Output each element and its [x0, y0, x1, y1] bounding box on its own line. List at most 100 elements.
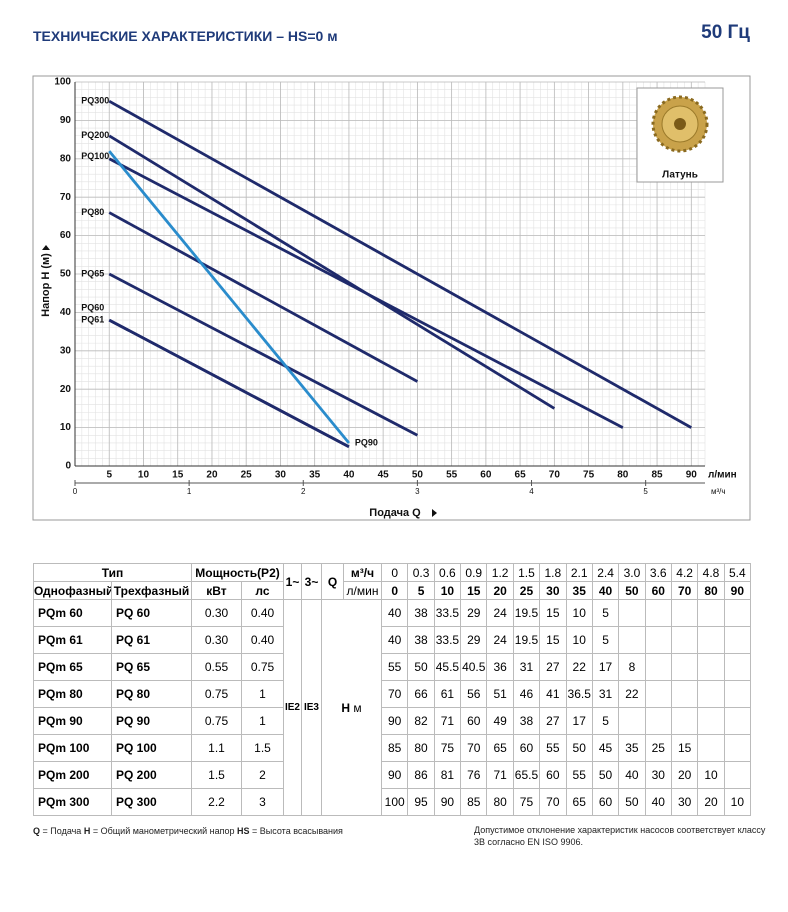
head-value: 15 — [670, 734, 699, 762]
head-value: 17 — [591, 653, 620, 681]
flow-m3h: 1.5 — [512, 563, 541, 582]
y-tick-label: 50 — [60, 269, 72, 280]
y-tick-label: 100 — [54, 77, 71, 88]
series-line — [108, 134, 556, 410]
empty-cell — [697, 734, 725, 762]
model-three: PQ 100 — [111, 734, 192, 762]
y-tick-label: 0 — [65, 461, 71, 472]
flow-lmin: 15 — [460, 581, 488, 600]
legend-key: H — [83, 826, 91, 836]
x-tick-label: 75 — [583, 470, 595, 481]
head-value: 15 — [539, 626, 567, 654]
table-row: PQm 60 PQ 60 0.30 0.40 IE2 IE3 H м 40 38 33.5 29 24… — [33, 599, 752, 816]
chart-frame — [32, 75, 751, 521]
impeller-bore — [674, 118, 686, 130]
empty-cell — [644, 626, 672, 654]
x-tick-label: 60 — [480, 470, 492, 481]
x2-tick-label: 0 — [73, 487, 78, 496]
empty-cell — [723, 653, 752, 681]
flow-lmin: 25 — [512, 581, 541, 600]
head-value: 82 — [407, 707, 435, 735]
legend-text: = Подача — [42, 826, 82, 836]
x-tick-label: 15 — [172, 470, 184, 481]
head-value: 8 — [618, 653, 646, 681]
head-value: 10 — [565, 626, 593, 654]
head-value: 65 — [565, 788, 593, 816]
head-value: 56 — [460, 680, 488, 708]
power-kw: 0.30 — [191, 599, 242, 627]
flow-m3h: 0.6 — [433, 563, 462, 582]
power-hp: 2 — [241, 761, 284, 789]
x-tick-label: 80 — [617, 470, 629, 481]
empty-cell — [697, 599, 725, 627]
flow-lmin: 5 — [407, 581, 435, 600]
head-value: 41 — [539, 680, 567, 708]
empty-cell — [723, 707, 752, 735]
y-tick-label: 80 — [60, 153, 72, 164]
head-value: 45 — [591, 734, 620, 762]
flow-m3h: 3.6 — [644, 563, 672, 582]
series-label: PQ80 — [81, 207, 104, 217]
head-label: H м — [321, 599, 382, 816]
phase-header: 1~ — [283, 563, 302, 600]
legend-text: = Общий манометрический напор — [92, 826, 235, 836]
arrow — [432, 509, 437, 517]
head-value: 5 — [591, 707, 620, 735]
head-value: 80 — [407, 734, 435, 762]
power-hp: 1 — [241, 680, 284, 708]
head-value: 86 — [407, 761, 435, 789]
head-value: 36 — [486, 653, 514, 681]
series-line — [108, 272, 419, 437]
x-tick-label: 90 — [686, 470, 698, 481]
empty-cell — [644, 680, 672, 708]
model-three: PQ 80 — [111, 680, 192, 708]
head-value: 95 — [407, 788, 435, 816]
head-value: 10 — [697, 761, 725, 789]
head-value: 15 — [539, 599, 567, 627]
table-row: PQm 61 PQ 61 0.30 0.40 40 38 33.5 29 24 19.5 15 10 5 — [33, 626, 752, 654]
phase-header: 3~ — [301, 563, 322, 600]
head-value: 40 — [644, 788, 672, 816]
head-value: 36.5 — [565, 680, 593, 708]
head-symbol: H — [341, 700, 351, 715]
inset-label: Латунь — [662, 170, 698, 181]
head-value: 55 — [539, 734, 567, 762]
series-label: PQ300 — [81, 96, 109, 106]
x2-tick-label: 3 — [415, 487, 420, 496]
head-value: 61 — [433, 680, 462, 708]
head-value: 71 — [433, 707, 462, 735]
power-kw: 0.75 — [191, 680, 242, 708]
head-value: 19.5 — [512, 599, 541, 627]
head-value: 46 — [512, 680, 541, 708]
flow-lmin: 30 — [539, 581, 567, 600]
head-value: 85 — [380, 734, 409, 762]
y-tick-label: 90 — [60, 115, 72, 126]
head-value: 70 — [460, 734, 488, 762]
empty-cell — [723, 599, 752, 627]
head-value: 70 — [380, 680, 409, 708]
power-hp: 3 — [241, 788, 284, 816]
empty-cell — [644, 653, 672, 681]
series-label: PQ60 — [81, 302, 104, 312]
header-row: Однофазный Трехфазный кВт лс л/мин 0 5 10 15 20 25… — [33, 581, 752, 600]
model-three: PQ 61 — [111, 626, 192, 654]
series-line — [108, 157, 624, 429]
head-value: 76 — [460, 761, 488, 789]
y-tick-label: 30 — [60, 345, 72, 356]
head-value: 80 — [486, 788, 514, 816]
head-value: 22 — [618, 680, 646, 708]
series-label: PQ100 — [81, 151, 109, 161]
head-value: 65 — [486, 734, 514, 762]
power-kw: 0.55 — [191, 653, 242, 681]
head-value: 10 — [565, 599, 593, 627]
model-single: PQm 65 — [33, 653, 112, 681]
type-header: Тип — [33, 563, 192, 582]
flow-m3h: 4.8 — [697, 563, 725, 582]
model-single: PQm 90 — [33, 707, 112, 735]
unit-header: л/мин — [343, 581, 382, 600]
x2-tick-label: 4 — [529, 487, 534, 496]
page-title: ТЕХНИЧЕСКИЕ ХАРАКТЕРИСТИКИ – HS=0 м — [33, 28, 338, 44]
table-row: PQm 65 PQ 65 0.55 0.75 55 50 45.5 40.5 36 31 27 22 1… — [33, 653, 752, 681]
